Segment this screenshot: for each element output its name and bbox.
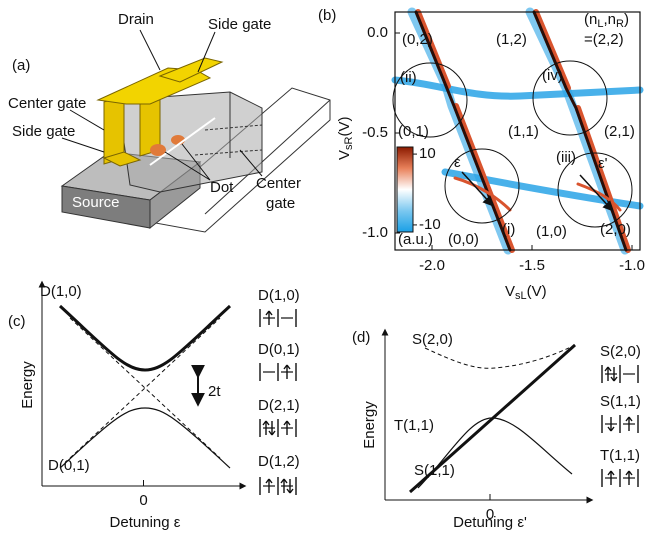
region-label: (0,0) (448, 231, 479, 248)
region-label: (0,1) (398, 123, 429, 140)
y-axis-label: Energy (19, 361, 36, 409)
panel-label: (c) (8, 313, 26, 330)
colorbar-tick-label: -10 (419, 216, 441, 233)
x-tick-label: -1.5 (519, 257, 545, 274)
y-axis-label: VsR(V) (336, 117, 355, 160)
figure: (a) Drain Side gate Center gate Side gat… (0, 0, 653, 541)
axis-label-part: (V) (336, 117, 353, 137)
x-tick-label: 0 (486, 506, 494, 523)
page: (a) Drain Side gate Center gate Side gat… (0, 0, 653, 541)
state-label: S(2,0) (600, 343, 641, 360)
region-label: ε' (598, 155, 608, 172)
colorbar-tick-label: 10 (419, 145, 436, 162)
panel-label: (a) (12, 57, 30, 74)
y-tick-label: 0.0 (367, 24, 388, 41)
region-label: ε (454, 154, 461, 171)
x-tick-label: -1.0 (619, 257, 645, 274)
region-label: (1,0) (536, 223, 567, 240)
x-tick-label: -2.0 (419, 257, 445, 274)
part-label: Center gate (8, 95, 86, 112)
gap-label: 2t (208, 383, 221, 400)
state-label-part: R (616, 18, 624, 30)
region-label: (iv) (542, 67, 563, 84)
axis-label-part: V (505, 283, 515, 300)
state-label-part: (n (584, 11, 597, 28)
level-label: S(2,0) (412, 331, 453, 348)
x-tick-label: 0 (139, 492, 147, 509)
axis-label-part: (V) (527, 283, 547, 300)
level-label: D(0,1) (48, 457, 90, 474)
y-tick-label: -1.0 (362, 224, 388, 241)
y-axis-label: Energy (361, 401, 378, 449)
level-label: T(1,1) (394, 417, 434, 434)
state-label: D(1,2) (258, 453, 300, 470)
part-label: Side gate (208, 16, 271, 33)
state-label: S(1,1) (600, 393, 641, 410)
state-label-part: ) (624, 11, 629, 28)
level-label: D(1,0) (40, 283, 82, 300)
part-label: gate (266, 195, 295, 212)
part-label: Center (256, 175, 301, 192)
level-label: S(1,1) (414, 462, 455, 479)
part-label: Source (72, 194, 120, 211)
region-label: (0,2) (402, 31, 433, 48)
region-label: (ii) (400, 69, 417, 86)
panel-label: (b) (318, 7, 336, 24)
x-axis-label: VsL(V) (505, 283, 547, 302)
state-label-part: ,n (603, 11, 616, 28)
axis-label-part: sR (343, 136, 355, 150)
part-label: Dot (210, 179, 234, 196)
region-label: (2,0) (600, 221, 631, 238)
axis-label-part: V (336, 150, 353, 160)
region-label: (1,1) (508, 123, 539, 140)
y-tick-label: -0.5 (362, 124, 388, 141)
region-label: (2,1) (604, 123, 635, 140)
state-label: T(1,1) (600, 447, 640, 464)
state-label: D(1,0) (258, 287, 300, 304)
part-label: Drain (118, 11, 154, 28)
x-axis-label: Detuning ε (110, 514, 181, 531)
state-label: D(2,1) (258, 397, 300, 414)
state-label: D(0,1) (258, 341, 300, 358)
state-label: =(2,2) (584, 31, 624, 48)
axis-label-part: sL (515, 290, 527, 302)
colorbar-unit: (a.u.) (398, 231, 433, 248)
part-label: Side gate (12, 123, 75, 140)
region-label: (1,2) (496, 31, 527, 48)
region-label: (i) (502, 221, 515, 238)
region-label: (iii) (556, 149, 576, 166)
panel-label: (d) (352, 329, 370, 346)
